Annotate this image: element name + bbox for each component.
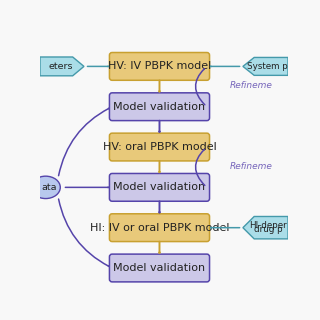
Text: drug p: drug p	[254, 225, 283, 235]
Text: HI: IV or oral PBPK model: HI: IV or oral PBPK model	[90, 223, 229, 233]
Text: Model validation: Model validation	[113, 102, 205, 112]
FancyBboxPatch shape	[109, 52, 210, 80]
Text: HV: oral PBPK model: HV: oral PBPK model	[103, 142, 216, 152]
Polygon shape	[40, 57, 84, 76]
Text: Model validation: Model validation	[113, 182, 205, 192]
Text: eters: eters	[48, 62, 73, 71]
FancyBboxPatch shape	[109, 173, 210, 201]
FancyBboxPatch shape	[109, 133, 210, 161]
Ellipse shape	[31, 176, 60, 198]
Text: HI-deper: HI-deper	[250, 221, 287, 230]
Polygon shape	[243, 216, 288, 239]
Text: Model validation: Model validation	[113, 263, 205, 273]
Text: HV: IV PBPK model: HV: IV PBPK model	[108, 61, 211, 71]
Text: Refineme: Refineme	[229, 162, 272, 171]
Polygon shape	[243, 57, 288, 75]
FancyBboxPatch shape	[109, 214, 210, 242]
FancyBboxPatch shape	[109, 254, 210, 282]
Text: Refineme: Refineme	[229, 81, 272, 90]
FancyBboxPatch shape	[109, 93, 210, 121]
Text: ata: ata	[41, 183, 57, 192]
Text: System p: System p	[247, 62, 288, 71]
